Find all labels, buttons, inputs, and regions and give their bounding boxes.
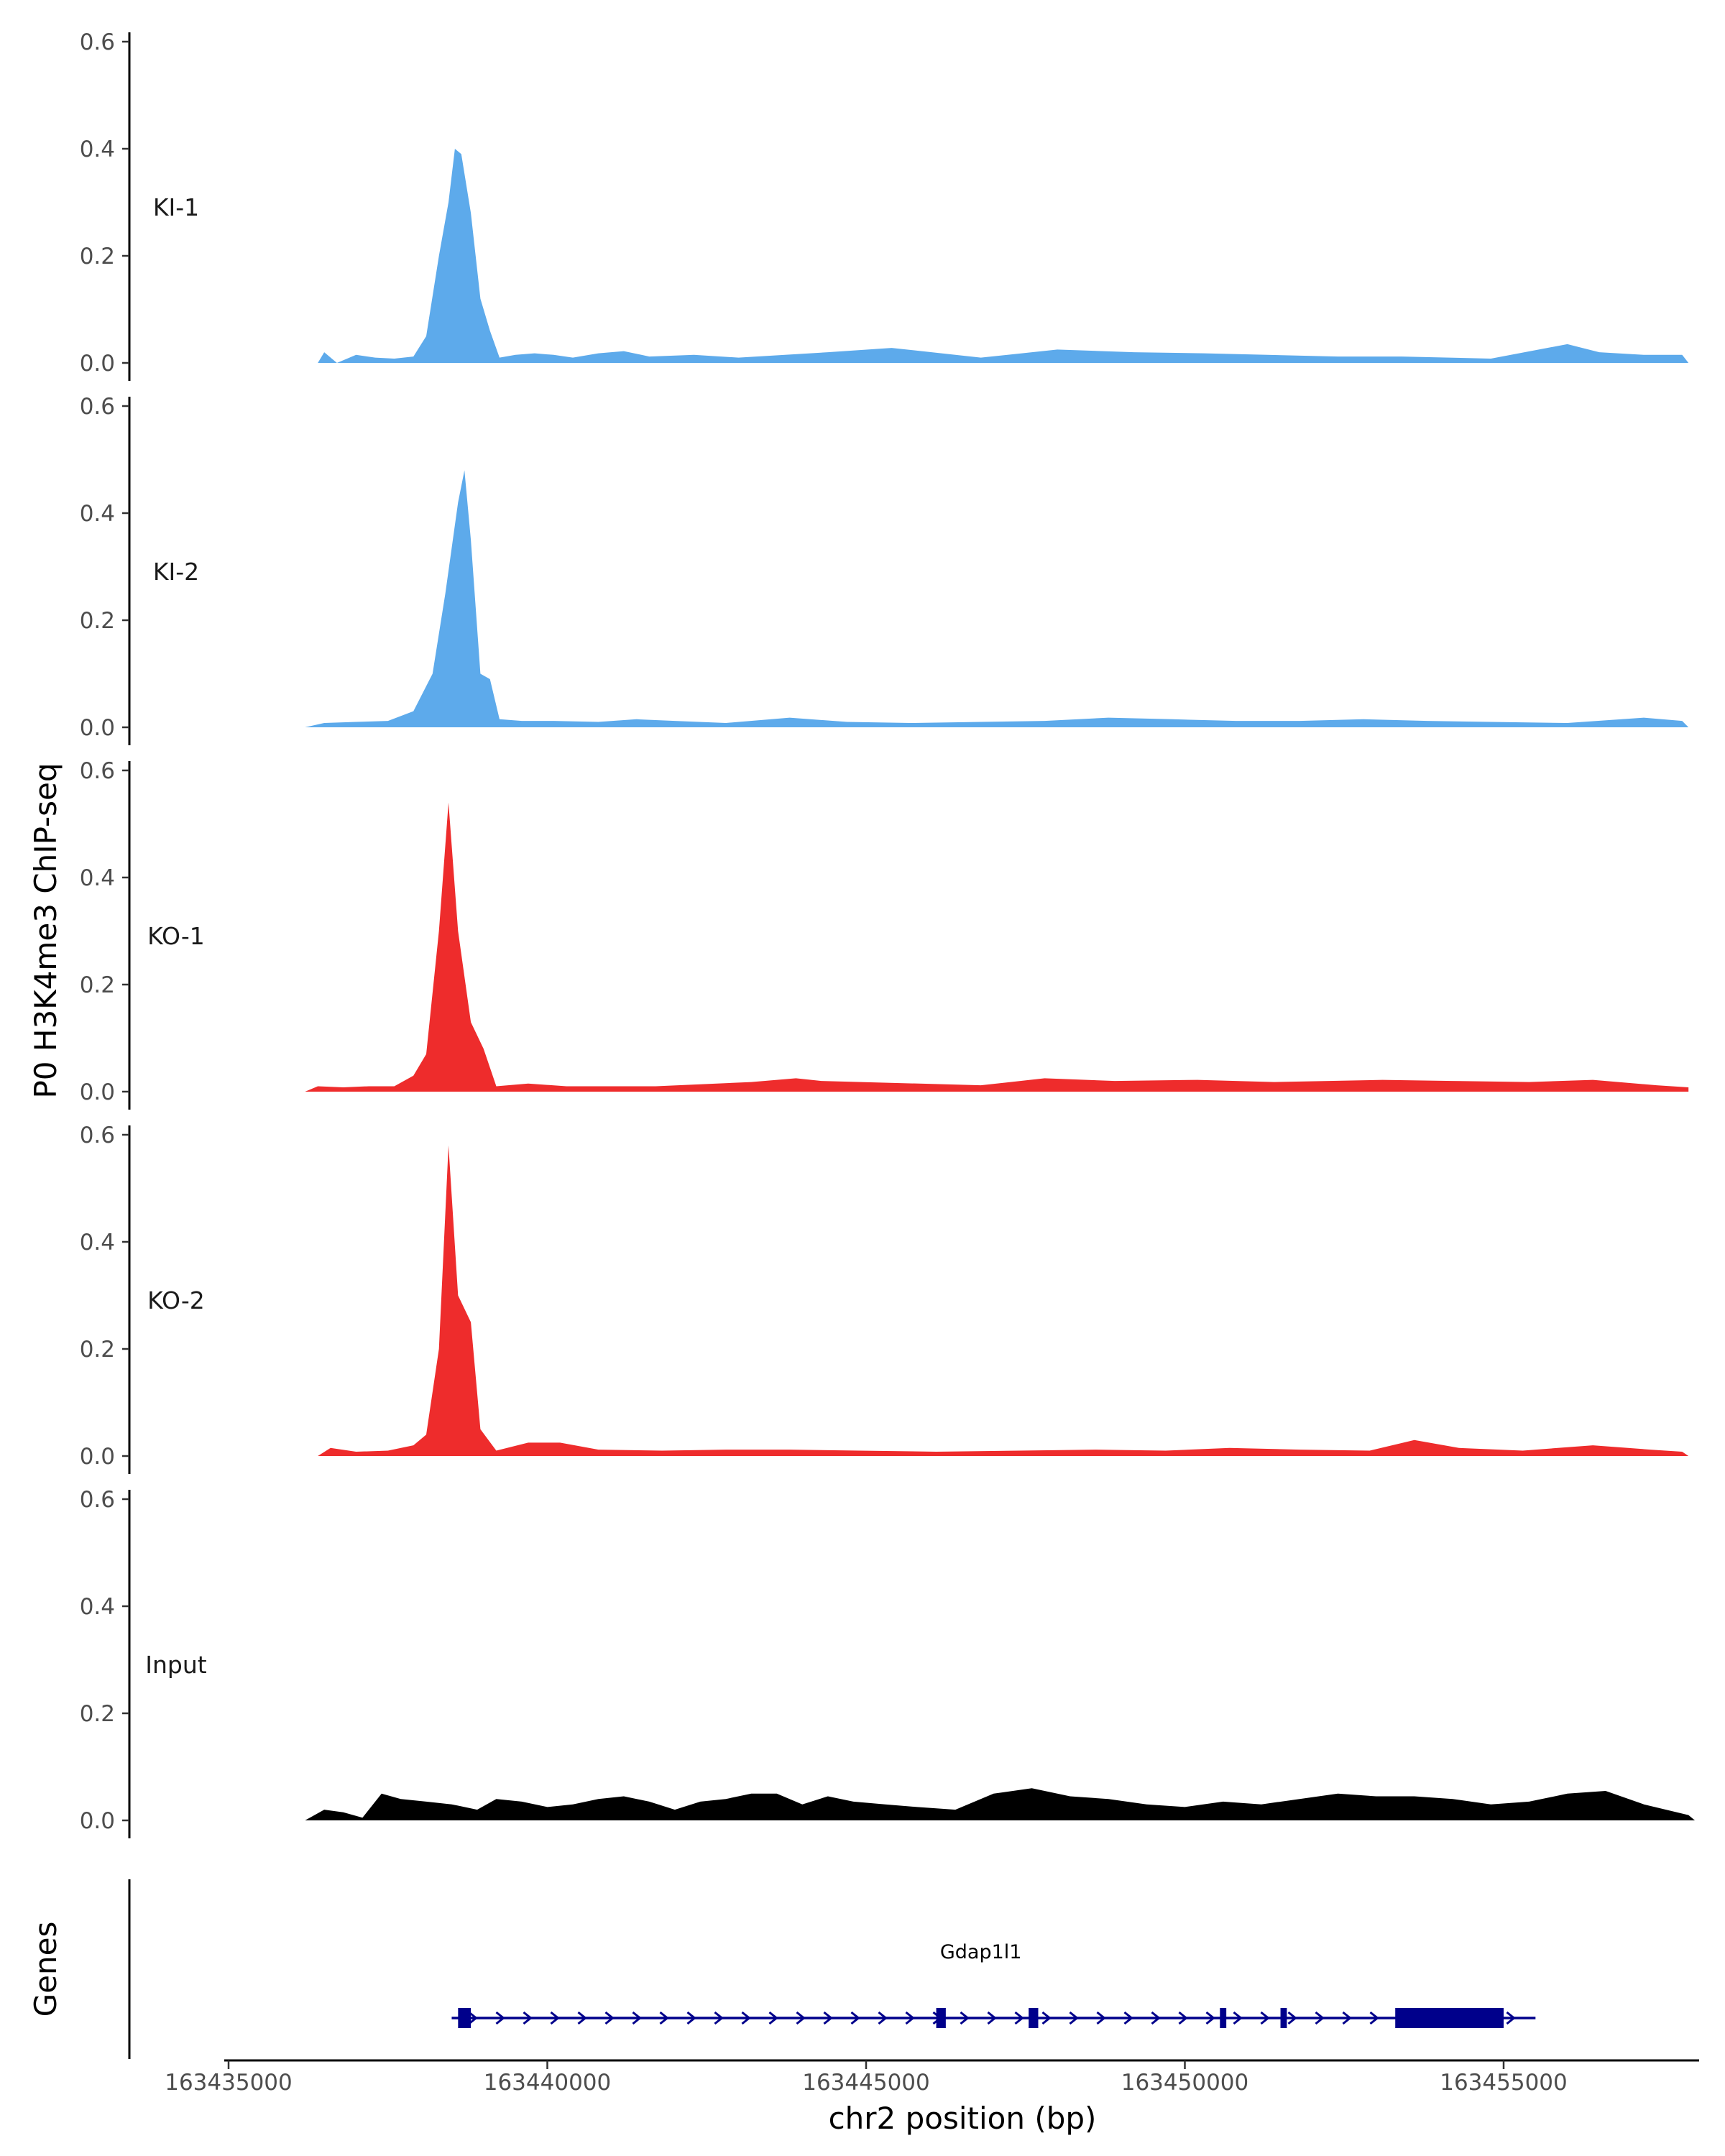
strand-arrow-icon xyxy=(823,2011,833,2025)
coverage-tracks: 0.00.20.40.6KI-10.00.20.40.6KI-20.00.20.… xyxy=(80,29,1696,1838)
strand-arrow-icon xyxy=(905,2011,915,2025)
coverage-area-ko-2 xyxy=(318,1145,1689,1456)
strand-arrow-icon xyxy=(1178,2011,1188,2025)
y-tick-label: 0.4 xyxy=(80,865,115,891)
track-ki-1: 0.0 0.2 0.4 0.6 KI-1 xyxy=(80,29,1689,381)
coverage-area-ki-1 xyxy=(318,149,1689,363)
strand-arrow-icon xyxy=(1369,2011,1379,2025)
track-label: Input xyxy=(145,1651,207,1679)
track-ko-1: 0.0 0.2 0.4 0.6 KO-1 xyxy=(80,758,1689,1110)
x-axis: 163435000 163440000 163445000 163450000 1634… xyxy=(165,2059,1699,2096)
strand-arrow-icon xyxy=(796,2011,806,2025)
track-ko-2: 0.0 0.2 0.4 0.6 KO-2 xyxy=(80,1123,1689,1474)
strand-arrow-icon xyxy=(1233,2011,1243,2025)
strand-arrow-icon xyxy=(1315,2011,1325,2025)
y-tick-label: 0.4 xyxy=(80,501,115,527)
strand-arrow-icon xyxy=(1151,2011,1161,2025)
gene-exon xyxy=(1280,2008,1287,2028)
strand-arrow-icon xyxy=(741,2011,751,2025)
x-tick-label: 163455000 xyxy=(1440,2070,1568,2096)
strand-arrow-icon xyxy=(1096,2011,1106,2025)
track-label: KO-1 xyxy=(147,922,205,950)
strand-arrow-icon xyxy=(1014,2011,1024,2025)
y-tick-label: 0.2 xyxy=(80,608,115,634)
strand-arrow-icon xyxy=(987,2011,997,2025)
y-tick-label: 0.6 xyxy=(80,1123,115,1148)
gene-exon xyxy=(1029,2008,1039,2028)
y-tick-label: 0.0 xyxy=(80,1808,115,1834)
coverage-area-ki-2 xyxy=(305,470,1689,727)
y-tick-label: 0.4 xyxy=(80,1594,115,1620)
strand-arrow-icon xyxy=(468,2011,478,2025)
track-ki-2: 0.0 0.2 0.4 0.6 KI-2 xyxy=(80,394,1689,745)
strand-arrow-icon xyxy=(550,2011,560,2025)
strand-arrow-icon xyxy=(878,2011,888,2025)
strand-arrow-icon xyxy=(632,2011,642,2025)
y-tick-label: 0.6 xyxy=(80,394,115,420)
strand-arrow-icon xyxy=(1260,2011,1270,2025)
y-tick-label: 0.6 xyxy=(80,758,115,784)
gene-exon xyxy=(1395,2008,1504,2028)
strand-arrow-icon xyxy=(1342,2011,1352,2025)
y-tick-label: 0.4 xyxy=(80,1230,115,1256)
track-label: KI-2 xyxy=(153,558,199,586)
y-tick-label: 0.0 xyxy=(80,1444,115,1470)
track-input: 0.0 0.2 0.4 0.6 Input xyxy=(80,1487,1696,1838)
strand-arrow-icon xyxy=(1205,2011,1215,2025)
strand-arrow-icon xyxy=(495,2011,505,2025)
track-label: KI-1 xyxy=(153,193,199,221)
gene-exon xyxy=(936,2008,946,2028)
strand-arrow-icon xyxy=(577,2011,587,2025)
coverage-area-ko-1 xyxy=(305,802,1689,1092)
coverage-area-input xyxy=(305,1788,1696,1820)
y-tick-label: 0.2 xyxy=(80,1337,115,1363)
y-tick-label: 0.2 xyxy=(80,972,115,998)
strand-arrow-icon xyxy=(659,2011,669,2025)
gene-exon xyxy=(458,2008,472,2028)
y-tick-label: 0.0 xyxy=(80,351,115,377)
strand-arrow-icon xyxy=(686,2011,696,2025)
x-axis-title: chr2 position (bp) xyxy=(829,2101,1097,2136)
strand-arrow-icon xyxy=(1506,2011,1516,2025)
gene-track: Gdap1l1 xyxy=(128,1879,1536,2059)
strand-arrow-icon xyxy=(604,2011,615,2025)
x-tick-label: 163435000 xyxy=(165,2070,293,2096)
y-tick-label: 0.2 xyxy=(80,244,115,270)
y-tick-label: 0.4 xyxy=(80,137,115,162)
gene-name-label: Gdap1l1 xyxy=(940,1941,1022,1963)
strand-arrow-icon xyxy=(1123,2011,1133,2025)
gene-exon xyxy=(1220,2008,1227,2028)
y-tick-label: 0.6 xyxy=(80,29,115,55)
y-tick-label: 0.6 xyxy=(80,1487,115,1513)
strand-arrow-icon xyxy=(850,2011,860,2025)
x-tick-label: 163445000 xyxy=(802,2070,930,2096)
strand-arrow-icon xyxy=(960,2011,970,2025)
strand-arrow-icon xyxy=(1287,2011,1297,2025)
gene-track-title: Genes xyxy=(28,1922,63,2017)
strand-arrow-icon xyxy=(768,2011,778,2025)
y-axis-title: P0 H3K4me3 ChIP-seq xyxy=(28,763,63,1098)
strand-arrow-icon xyxy=(523,2011,533,2025)
x-tick-label: 163440000 xyxy=(484,2070,612,2096)
y-tick-label: 0.0 xyxy=(80,715,115,741)
track-label: KO-2 xyxy=(147,1286,205,1314)
strand-arrow-icon xyxy=(1041,2011,1052,2025)
strand-arrow-icon xyxy=(1069,2011,1079,2025)
x-tick-label: 163450000 xyxy=(1121,2070,1249,2096)
y-tick-label: 0.2 xyxy=(80,1701,115,1727)
strand-arrow-icon xyxy=(714,2011,724,2025)
y-tick-label: 0.0 xyxy=(80,1079,115,1105)
